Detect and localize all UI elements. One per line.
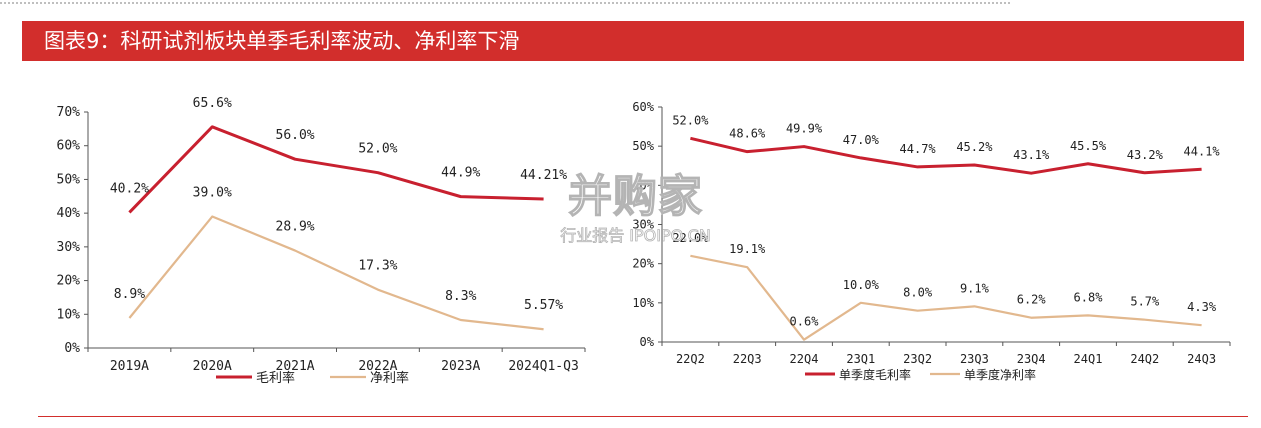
right-y-tick-label: 50% <box>632 139 654 153</box>
right-data-label: 44.1% <box>1184 144 1221 158</box>
left-data-label: 28.9% <box>276 220 315 235</box>
right-x-tick-label: 22Q2 <box>676 352 705 366</box>
right-x-tick-label: 22Q4 <box>790 352 819 366</box>
right-x-tick-label: 23Q1 <box>846 352 875 366</box>
left-x-tick-label: 2021A <box>276 359 315 374</box>
left-x-tick-label: 2022A <box>358 359 397 374</box>
left-data-label: 65.6% <box>193 96 232 111</box>
right-data-label: 10.0% <box>843 278 880 292</box>
right-data-label: 48.6% <box>729 127 766 141</box>
left-y-tick-label: 10% <box>57 307 81 322</box>
left-data-label: 8.3% <box>445 289 476 304</box>
quarterly-margin-chart: 0% 10% 20% 30% 40% 50% 60% 22Q2 22Q3 22Q4 23Q1 23Q2… <box>632 100 1231 382</box>
left-data-label: 56.0% <box>276 128 315 143</box>
right-x-tick-label: 24Q1 <box>1074 352 1103 366</box>
right-data-label: 22.0% <box>672 231 709 245</box>
left-x-tick-label: 2019A <box>110 359 149 374</box>
left-data-label: 5.57% <box>524 298 563 313</box>
right-data-label: 0.6% <box>790 315 820 329</box>
left-data-label: 40.2% <box>110 181 149 196</box>
left-y-tick-label: 20% <box>57 274 81 289</box>
right-series-line-1 <box>690 254 1202 341</box>
right-data-label: 45.5% <box>1070 139 1107 153</box>
right-x-tick-label: 22Q3 <box>733 352 762 366</box>
right-x-tick-label: 23Q3 <box>960 352 989 366</box>
left-y-tick-label: 0% <box>64 341 80 356</box>
right-y-tick-label: 20% <box>632 257 654 271</box>
top-dotted-rule <box>0 2 1010 4</box>
left-y-tick-label: 70% <box>57 105 81 120</box>
left-series-line-1 <box>128 215 544 331</box>
left-y-tick-label: 30% <box>57 240 81 255</box>
title-bar: 图表9：科研试剂板块单季毛利率波动、净利率下滑 <box>22 21 1244 61</box>
right-x-tick-label: 24Q2 <box>1130 352 1159 366</box>
left-series-line-0 <box>128 125 544 214</box>
right-data-label: 6.8% <box>1074 290 1104 304</box>
left-y-tick-label: 50% <box>57 172 81 187</box>
right-y-tick-label: 40% <box>632 178 654 192</box>
right-data-label: 43.1% <box>1013 148 1050 162</box>
left-data-label: 39.0% <box>193 186 232 201</box>
right-data-label: 4.3% <box>1187 300 1217 314</box>
right-y-tick-label: 10% <box>632 296 654 310</box>
left-x-tick-label: 2024Q1-Q3 <box>508 359 578 374</box>
left-data-label: 8.9% <box>114 287 145 302</box>
right-data-label: 8.0% <box>903 286 933 300</box>
left-y-tick-label: 60% <box>57 139 81 154</box>
left-data-label: 17.3% <box>358 259 397 274</box>
left-legend-label-0: 毛利率 <box>256 370 295 386</box>
right-x-tick-label: 23Q2 <box>903 352 932 366</box>
right-legend-label-0: 单季度毛利率 <box>839 367 911 382</box>
left-legend-label-1: 净利率 <box>370 370 409 386</box>
figure-title: 图表9：科研试剂板块单季毛利率波动、净利率下滑 <box>44 29 520 53</box>
right-data-label: 6.2% <box>1017 293 1047 307</box>
left-y-tick-label: 40% <box>57 206 81 221</box>
right-y-tick-label: 30% <box>632 218 654 232</box>
right-data-label: 52.0% <box>672 113 709 127</box>
right-y-tick-label: 60% <box>632 100 654 114</box>
right-y-tick-label: 0% <box>640 335 655 349</box>
right-data-label: 9.1% <box>960 281 990 295</box>
left-data-label: 44.9% <box>441 166 480 181</box>
right-data-label: 49.9% <box>786 122 823 136</box>
right-series-line-0 <box>690 136 1202 175</box>
annual-margin-chart: 0% 10% 20% 30% 40% 50% 60% 70% 2019A 2020A 2021A 20… <box>57 96 586 386</box>
left-x-tick-label: 2020A <box>193 359 232 374</box>
right-legend-label-1: 单季度净利率 <box>964 367 1036 382</box>
right-data-label: 43.2% <box>1127 148 1164 162</box>
left-data-label: 44.21% <box>520 168 567 183</box>
right-data-label: 47.0% <box>843 133 880 147</box>
right-x-tick-label: 23Q4 <box>1017 352 1046 366</box>
right-data-label: 44.7% <box>900 142 937 156</box>
left-x-tick-label: 2023A <box>441 359 480 374</box>
right-data-label: 19.1% <box>729 242 766 256</box>
bottom-rule <box>38 416 1248 417</box>
left-data-label: 52.0% <box>358 142 397 157</box>
right-data-label: 45.2% <box>956 140 993 154</box>
right-x-tick-label: 24Q3 <box>1187 352 1216 366</box>
right-data-label: 5.7% <box>1130 295 1160 309</box>
